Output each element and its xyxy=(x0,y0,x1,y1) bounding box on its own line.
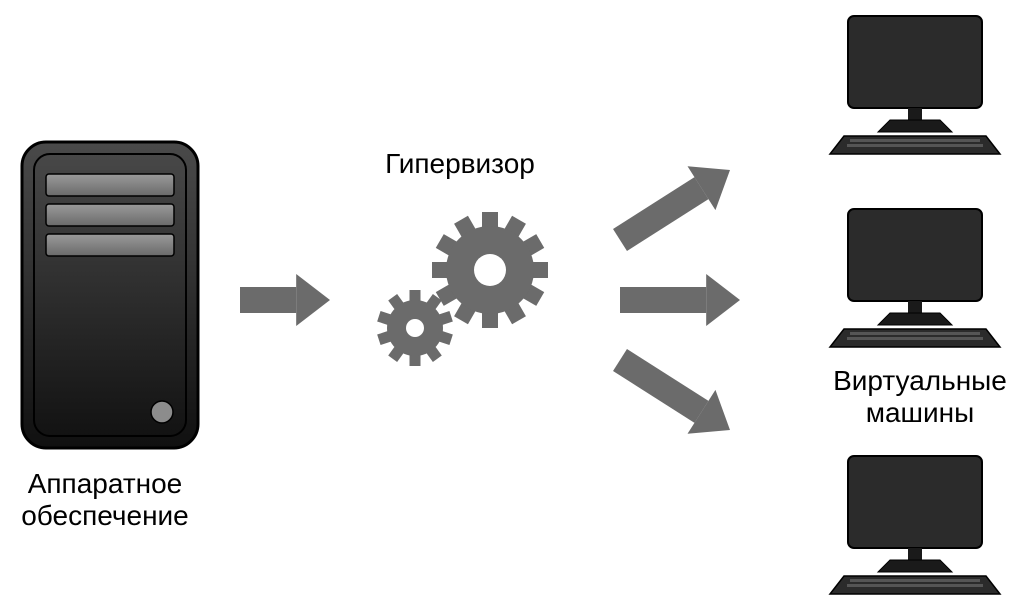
hypervisor-label: Гипервизор xyxy=(355,148,565,180)
diagram-stage: Аппаратное обеспечение Гипервизор Виртуа… xyxy=(0,0,1024,607)
arrow-a_hv_vm3 xyxy=(606,338,744,452)
vms-text-line2: машины xyxy=(866,397,975,428)
hardware-text: Аппаратное обеспечение xyxy=(21,468,189,531)
arrow-a_hv_vm2 xyxy=(620,274,740,326)
hardware-label: Аппаратное обеспечение xyxy=(0,468,210,532)
arrow-a_hv_vm1 xyxy=(606,148,744,262)
vms-label: Виртуальные машины xyxy=(820,365,1020,429)
hypervisor-text: Гипервизор xyxy=(385,148,535,179)
arrow-a_hw_hv xyxy=(240,274,330,326)
vms-text-line1: Виртуальные xyxy=(833,365,1007,396)
